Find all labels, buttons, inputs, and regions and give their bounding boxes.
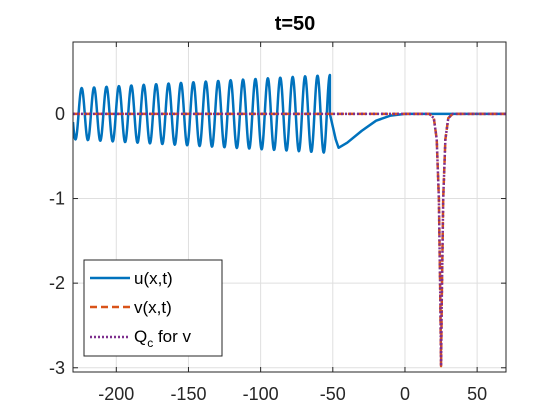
legend-label-qc-sub: c: [147, 336, 153, 350]
x-tick-label: -50: [320, 384, 346, 404]
y-tick-label: -1: [49, 189, 65, 209]
x-tick-label: 50: [467, 384, 487, 404]
x-tick-label: -100: [243, 384, 279, 404]
x-tick-label: 0: [400, 384, 410, 404]
series-line-0: [73, 73, 506, 154]
legend-label-u: u(x,t): [134, 269, 173, 288]
series-layer: [73, 73, 506, 368]
x-tick-label: -150: [170, 384, 206, 404]
legend: u(x,t) v(x,t) Qc for v: [83, 259, 223, 357]
y-tick-label: 0: [55, 104, 65, 124]
chart-title: t=50: [275, 13, 316, 35]
y-tick-label: -2: [49, 273, 65, 293]
series-line-1: [73, 112, 506, 368]
x-tick-label: -200: [98, 384, 134, 404]
legend-label-qc-main: Q: [134, 327, 147, 346]
legend-label-v: v(x,t): [134, 298, 172, 317]
legend-label-qc-rest: for v: [153, 327, 191, 346]
y-tick-label: -3: [49, 358, 65, 378]
ticks: -200 -150 -100 -50 0 50 0 -1 -2 -3: [49, 42, 506, 404]
legend-label-qc: Qc for v: [134, 327, 192, 350]
axes-box: [72, 41, 507, 373]
